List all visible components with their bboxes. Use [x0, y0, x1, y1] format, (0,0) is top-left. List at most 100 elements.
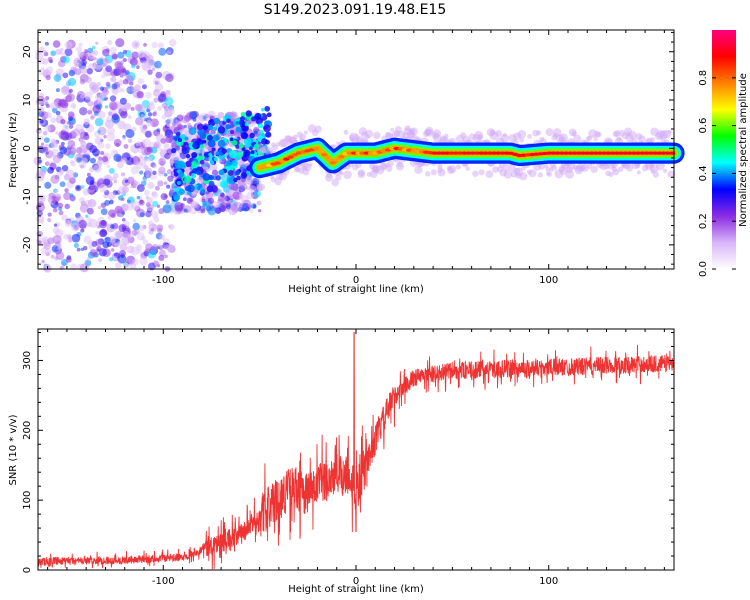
spectrogram-noise-cell	[83, 118, 90, 125]
spectrogram-noise-cell	[85, 214, 89, 218]
spectrogram-noise-cell	[50, 117, 56, 124]
spectrogram-noise-cell	[134, 42, 139, 47]
spectrogram-halo-cell	[616, 136, 622, 142]
spectrogram-halo-cell	[409, 127, 418, 136]
spectrogram-noise-cell	[65, 169, 75, 179]
spectrogram-noise-cell	[100, 151, 105, 156]
spectrogram-noise-cell	[55, 88, 60, 93]
spectrogram-cluster-cell	[227, 169, 234, 176]
spectrogram-noise-cell	[52, 234, 62, 245]
spectrogram-noise-cell	[166, 168, 173, 175]
spectrogram-halo-cell	[314, 125, 322, 133]
spectrogram-ridge-core	[321, 153, 328, 157]
spectrogram-noise-cell	[160, 193, 168, 201]
spectrogram-cluster-cell	[180, 133, 186, 140]
spectrogram-cluster-cell	[212, 134, 220, 142]
spectrogram-noise-cell	[221, 198, 226, 203]
spectrogram-cluster-cell	[233, 177, 238, 183]
spectrogram-noise-cell	[94, 84, 100, 90]
spectrogram-noise-cell	[95, 231, 100, 235]
spectrogram-cluster-cell	[174, 160, 183, 169]
spectrogram-noise-cell	[157, 93, 167, 102]
spectrogram-halo-cell	[528, 169, 537, 178]
spectrogram-noise-cell	[70, 161, 76, 167]
spectrogram-cluster-cell	[248, 146, 253, 151]
spectrogram-noise-cell	[147, 262, 156, 271]
spectrogram-noise-cell	[163, 143, 170, 150]
spectrogram-cluster-cell	[244, 143, 251, 149]
spectrogram-noise-cell	[122, 78, 129, 85]
spectrogram-noise-cell	[228, 111, 238, 120]
spectrogram-noise-cell	[58, 210, 64, 216]
spectrogram-noise-cell	[121, 157, 128, 164]
spectrogram-cluster-cell	[184, 136, 189, 141]
spectrogram-noise-cell	[87, 109, 93, 115]
snr-panel: -100 0 100 0 100 200 300 Height of straight l…	[8, 328, 675, 595]
spectrogram-cluster-cell	[176, 180, 181, 185]
spectrogram-noise-cell	[71, 233, 81, 243]
spectrogram-cluster-cell	[197, 129, 204, 136]
spectrogram-noise-cell	[106, 242, 112, 247]
spectrogram-noise-cell	[148, 220, 154, 226]
spectrogram-noise-cell	[152, 200, 159, 207]
spectrogram-noise-cell	[145, 195, 150, 200]
spectrogram-cluster-cell	[244, 122, 249, 127]
spectrogram-y-tick-label: -10	[22, 188, 33, 204]
spectrogram-noise-cell	[50, 174, 60, 184]
spectrogram-noise-cell	[69, 177, 76, 184]
spectrogram-cluster-cell	[196, 123, 204, 131]
spectrogram-halo-cell	[596, 131, 602, 138]
spectrogram-noise-cell	[190, 200, 199, 209]
spectrogram-ridge-core	[274, 161, 281, 165]
spectrogram-noise-cell	[105, 65, 113, 73]
colorbar-tick-label: 0.8	[698, 70, 709, 86]
spectrogram-noise-cell	[141, 84, 147, 90]
spectrogram-noise-cell	[105, 59, 111, 64]
spectrogram-cluster-cell	[236, 151, 244, 158]
spectrogram-noise-cell	[43, 137, 50, 144]
spectrogram-noise-cell	[45, 111, 52, 119]
spectrogram-halo-cell	[502, 163, 510, 172]
spectrogram-cluster-cell	[185, 153, 191, 159]
spectrogram-cluster-cell	[191, 152, 198, 159]
spectrogram-halo-cell	[456, 164, 462, 170]
spectrogram-noise-cell	[64, 48, 73, 57]
spectrogram-cluster-cell	[230, 130, 235, 135]
spectrogram-noise-cell	[237, 179, 246, 188]
spectrogram-cluster-cell	[260, 107, 265, 112]
spectrogram-noise-cell	[116, 86, 123, 93]
spectrogram-noise-cell	[80, 93, 86, 99]
spectrogram-noise-cell	[68, 146, 77, 155]
spectrogram-halo-cell	[477, 134, 484, 141]
spectrogram-noise-cell	[164, 96, 174, 106]
spectrogram-halo-cell	[472, 170, 479, 177]
spectrogram-noise-cell	[51, 107, 58, 114]
spectrogram-noise-cell	[176, 114, 184, 122]
spectrogram-noise-cell	[139, 256, 148, 266]
spectrogram-noise-cell	[89, 167, 95, 173]
spectrogram-noise-cell	[87, 100, 94, 107]
spectrogram-noise-cell	[167, 107, 176, 115]
spectrogram-noise-cell	[153, 89, 161, 97]
spectrogram-noise-cell	[136, 184, 145, 193]
spectrogram-ridge-core	[278, 159, 286, 163]
spectrogram-halo-cell	[343, 129, 349, 135]
spectrogram-noise-cell	[79, 66, 88, 74]
spectrogram-noise-cell	[82, 188, 90, 196]
spectrogram-noise-cell	[127, 138, 133, 144]
spectrogram-noise-cell	[86, 68, 93, 75]
spectrogram-noise-cell	[202, 115, 207, 120]
spectrogram-ridge-core	[338, 155, 345, 159]
spectrogram-noise-cell	[140, 113, 145, 118]
spectrogram-noise-cell	[145, 174, 150, 179]
spectrogram-noise-cell	[38, 68, 47, 76]
colorbar-tick-label: 0.0	[698, 261, 709, 277]
spectrogram-noise-cell	[127, 115, 132, 120]
spectrogram-noise-cell	[130, 201, 140, 210]
spectrogram-noise-cell	[167, 175, 174, 182]
spectrogram-noise-cell	[183, 208, 188, 213]
spectrogram-noise-cell	[58, 130, 68, 140]
spectrogram-noise-cell	[140, 236, 146, 241]
spectrogram-cluster-cell	[245, 110, 252, 117]
spectrogram-noise-cell	[151, 41, 158, 49]
